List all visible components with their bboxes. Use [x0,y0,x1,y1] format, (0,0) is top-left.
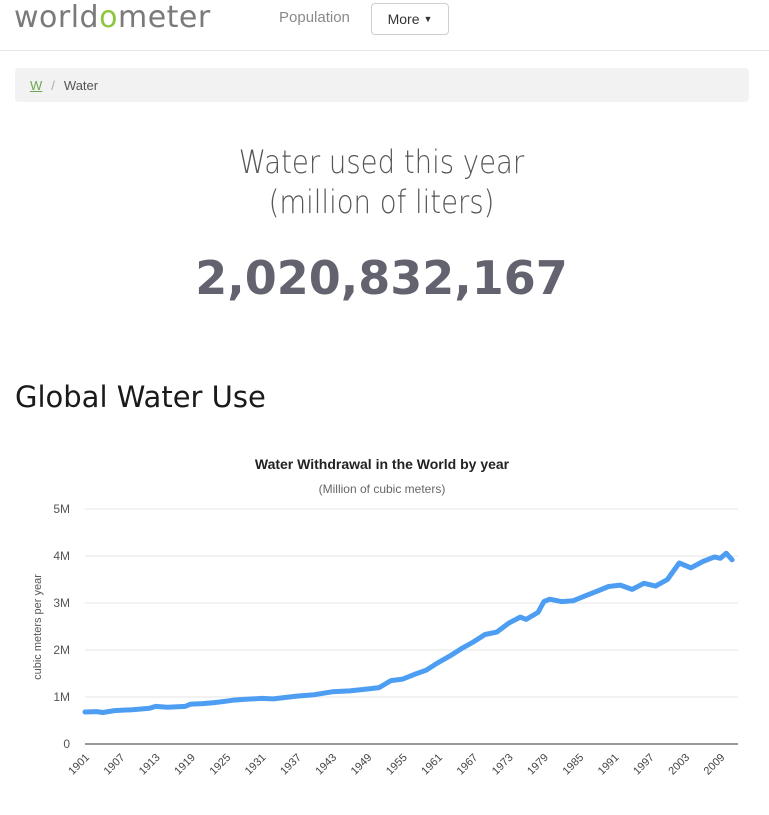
x-tick-label: 1949 [349,752,375,778]
x-tick-label: 1979 [525,752,551,778]
y-tick-label: 4M [53,549,70,563]
more-dropdown-button[interactable]: More ▼ [371,3,449,35]
breadcrumb-home-link[interactable]: W [30,77,43,93]
x-tick-label: 2003 [666,752,692,778]
y-tick-label: 2M [53,643,70,657]
series-line [82,550,735,715]
x-tick-label: 1961 [419,752,445,778]
x-tick-label: 1913 [137,752,163,778]
x-tick-label: 1991 [596,752,622,778]
chart-subtitle: (Million of cubic meters) [319,482,446,496]
x-tick-label: 1943 [313,752,339,778]
breadcrumb-current: Water [63,77,99,93]
more-button-label: More [387,11,420,27]
nav-link-population[interactable]: Population [279,9,350,26]
section-title: Global Water Use [15,380,266,414]
caret-down-icon: ▼ [423,14,433,24]
counter-title: Water used this year (million of liters) [53,142,709,222]
breadcrumb-separator: / [51,77,55,93]
water-used-counter: 2,020,832,167 [195,251,568,305]
x-tick-label: 1931 [243,752,269,778]
top-navigation-bar: worldometer Population More ▼ [0,0,769,51]
x-tick-label: 2009 [702,752,728,778]
x-tick-label: 1919 [172,752,198,778]
x-tick-label: 1937 [278,752,304,778]
logo-text-meter: meter [117,0,211,35]
y-tick-label: 3M [53,596,70,610]
x-tick-label: 1985 [560,752,586,778]
worldometer-logo[interactable]: worldometer [14,0,211,36]
x-tick-label: 1901 [66,752,92,778]
logo-text-world: world [14,0,100,35]
x-tick-label: 1973 [490,752,516,778]
x-tick-label: 1907 [102,752,128,778]
logo-text-o: o [99,0,118,35]
counter-title-line1: Water used this year [238,143,525,181]
breadcrumb: W / Water [15,68,749,102]
x-tick-label: 1955 [384,752,410,778]
y-axis-label: cubic meters per year [32,574,44,680]
chart-title: Water Withdrawal in the World by year [255,456,510,472]
y-tick-label: 0 [63,737,70,751]
y-tick-label: 5M [53,502,70,516]
chart-svg: Water Withdrawal in the World by year (Mi… [32,456,738,778]
x-tick-label: 1967 [455,752,481,778]
x-tick-label: 1925 [208,752,234,778]
counter-title-line2: (million of liters) [268,183,495,221]
y-tick-label: 1M [53,690,70,704]
x-tick-label: 1997 [631,752,657,778]
water-withdrawal-chart: Water Withdrawal in the World by year (Mi… [0,440,769,815]
